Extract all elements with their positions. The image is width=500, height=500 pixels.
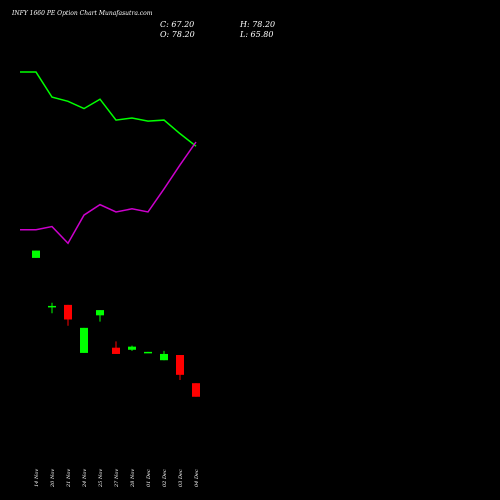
x-tick-label: 25 Nov xyxy=(98,469,104,488)
x-tick-label: 27 Nov xyxy=(114,469,120,488)
x-tick-label: 24 Nov xyxy=(82,469,88,488)
candle-body xyxy=(112,347,120,354)
x-tick-label: 02 Dec xyxy=(162,469,168,487)
candle-body xyxy=(96,310,104,316)
bands-group xyxy=(20,71,197,245)
candle-body xyxy=(128,346,136,350)
x-ticks-group: 14 Nov 20 Nov 21 Nov 24 Nov 25 Nov 27 Nov 28 N… xyxy=(34,469,200,488)
candle-body xyxy=(144,351,152,354)
lower-band-line xyxy=(20,141,197,245)
candle-body xyxy=(80,327,88,353)
upper-band-line xyxy=(20,71,197,147)
x-tick-label: 01 Dec xyxy=(146,469,152,487)
close-value: C: 67.20 xyxy=(160,20,194,29)
candle-body xyxy=(176,355,184,375)
candle-body xyxy=(32,250,40,258)
candle-body xyxy=(192,383,200,397)
x-tick-label: 14 Nov xyxy=(34,469,40,487)
x-tick-label: 28 Nov xyxy=(130,469,136,488)
candles-group xyxy=(32,250,200,397)
open-value: O: 78.20 xyxy=(160,30,195,39)
x-tick-label: 04 Dec xyxy=(194,469,200,487)
low-value: L: 65.80 xyxy=(239,30,273,39)
x-tick-label: 03 Dec xyxy=(178,469,184,487)
chart-title: INFY 1660 PE Option Chart Munafasutra.co… xyxy=(11,10,153,17)
high-value: H: 78.20 xyxy=(239,20,275,29)
x-tick-label: 21 Nov xyxy=(66,469,72,488)
x-tick-label: 20 Nov xyxy=(50,469,56,488)
candle-body xyxy=(64,304,72,320)
candle-body xyxy=(160,353,168,361)
candle-body xyxy=(48,305,56,308)
